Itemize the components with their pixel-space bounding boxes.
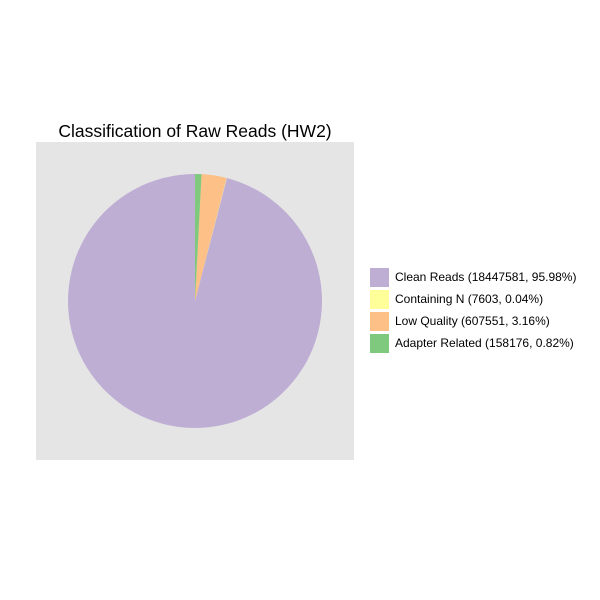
legend-item-low-quality: Low Quality (607551, 3.16%)	[370, 310, 576, 332]
legend-swatch	[370, 289, 389, 309]
legend-label: Containing N (7603, 0.04%)	[395, 292, 544, 306]
legend-label: Low Quality (607551, 3.16%)	[395, 314, 550, 328]
legend-swatch	[370, 267, 389, 287]
legend-item-containing-n: Containing N (7603, 0.04%)	[370, 288, 576, 310]
legend-item-clean-reads: Clean Reads (18447581, 95.98%)	[370, 266, 576, 288]
legend-label: Clean Reads (18447581, 95.98%)	[395, 270, 577, 284]
legend-label: Adapter Related (158176, 0.82%)	[395, 336, 574, 350]
legend-swatch	[370, 311, 389, 331]
pie-slice-containing-n	[195, 177, 227, 301]
pie-chart	[68, 174, 322, 428]
legend-swatch	[370, 333, 389, 353]
chart-title: Classification of Raw Reads (HW2)	[58, 121, 332, 141]
pie-slice-adapter-related	[195, 174, 202, 301]
plot-panel	[36, 142, 354, 460]
pie-slice-low-quality	[195, 174, 227, 301]
legend-item-adapter-related: Adapter Related (158176, 0.82%)	[370, 332, 576, 354]
legend: Clean Reads (18447581, 95.98%) Containin…	[370, 266, 576, 354]
